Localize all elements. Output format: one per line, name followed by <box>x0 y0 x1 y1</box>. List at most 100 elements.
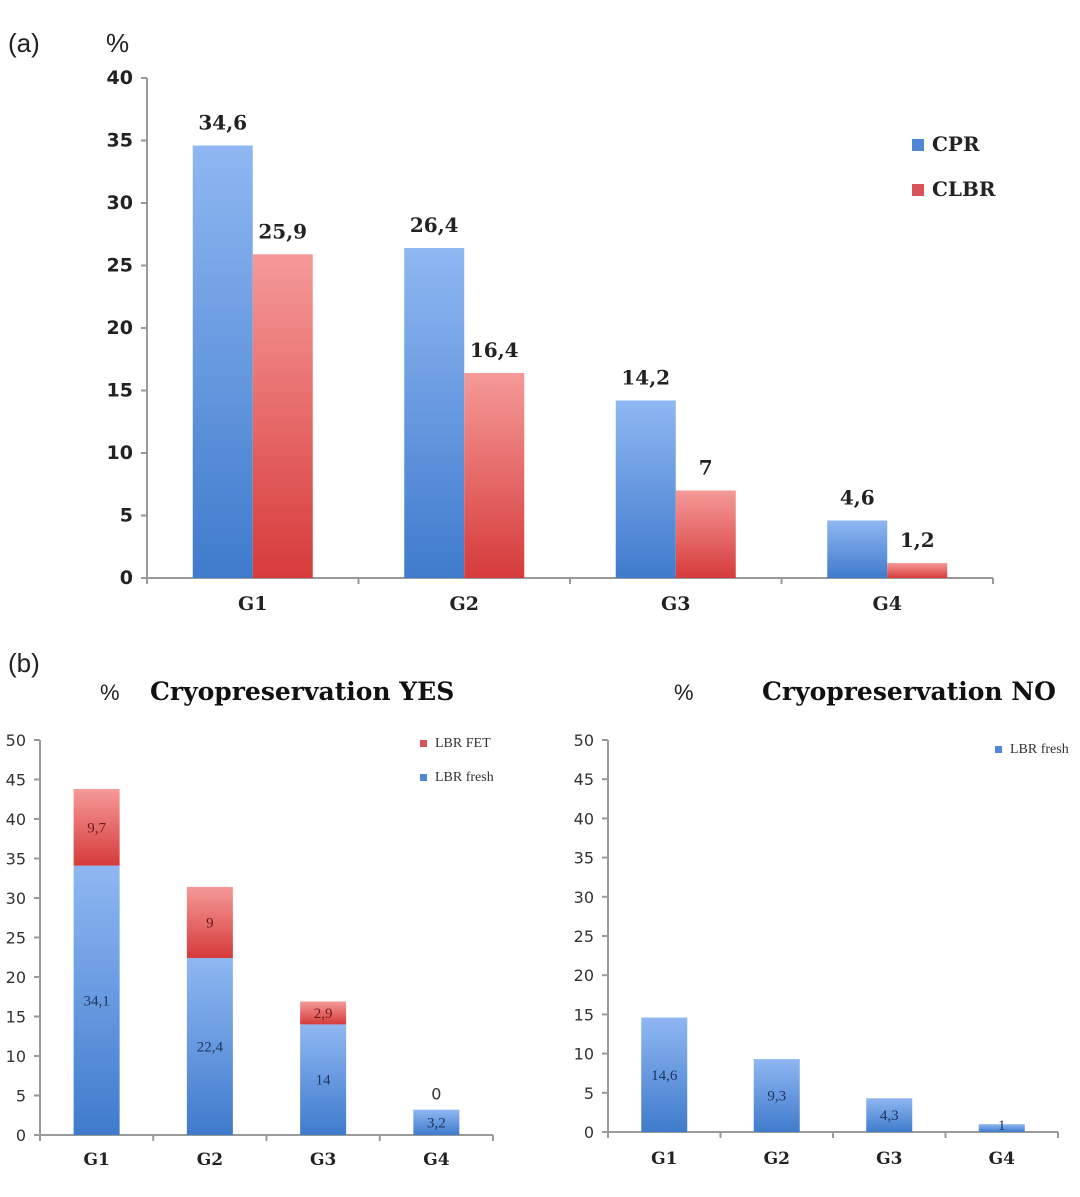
bar-cpr <box>827 520 888 578</box>
legend-label-lbr-fresh: LBR fresh <box>1010 742 1069 757</box>
data-label: 7 <box>699 456 713 480</box>
x-tick-label: G4 <box>423 1150 450 1170</box>
panel-a-label: (a) <box>8 28 40 58</box>
y-tick-label: 45 <box>574 770 594 789</box>
x-tick-label: G4 <box>989 1149 1016 1169</box>
y-tick-label: 25 <box>574 927 594 946</box>
chart-a: 0 5 10 15 20 25 30 35 40 G1 G2 G3 G4 34,6 25,9 26,4 16,4… <box>107 67 996 615</box>
y-tick-label: 40 <box>574 809 594 828</box>
data-label: 9 <box>206 915 214 931</box>
bar-lbr-fresh <box>73 865 120 1135</box>
data-label: 22,4 <box>197 1040 224 1056</box>
bar-lbr-fet <box>300 1001 347 1025</box>
chart-b2: 0 5 10 15 20 25 30 35 40 45 50 G1 G2 G3 G4 14,6 9,3 4,3 1 L… <box>574 731 1069 1169</box>
x-tick-label: G3 <box>876 1149 902 1169</box>
data-label: 4,3 <box>880 1108 899 1124</box>
y-tick-label: 30 <box>574 888 594 907</box>
data-label: 4,6 <box>840 486 875 510</box>
y-tick-label: 30 <box>6 889 26 908</box>
y-tick-label: 45 <box>6 771 26 790</box>
y-tick-label: 5 <box>16 1087 26 1106</box>
x-tick-label: G2 <box>450 593 479 615</box>
bar-clbr <box>252 254 313 578</box>
x-tick-label: G3 <box>310 1150 336 1170</box>
legend-label-lbr-fresh: LBR fresh <box>435 770 494 785</box>
y-tick-label: 15 <box>574 1005 594 1024</box>
x-tick-label: G4 <box>873 593 902 615</box>
panel-b-label: (b) <box>8 648 40 678</box>
chart-a-ylabel: % <box>106 28 129 58</box>
bar-lbr-fet <box>73 788 120 866</box>
bar-lbr-fet <box>186 886 233 959</box>
chart-b1-title: Cryopreservation YES <box>150 677 454 706</box>
legend-swatch-lbr-fresh <box>995 746 1002 753</box>
bar-lbr-fresh <box>866 1098 913 1132</box>
x-tick-label: G1 <box>651 1149 677 1169</box>
y-tick-label: 15 <box>107 380 133 402</box>
bar-cpr <box>192 145 253 578</box>
chart-b2-ylabel: % <box>674 680 694 705</box>
y-tick-label: 0 <box>120 567 133 589</box>
y-tick-label: 10 <box>6 1047 26 1066</box>
y-tick-label: 50 <box>574 731 594 750</box>
chart-b1: 0 5 10 15 20 25 30 35 40 45 50 G1 G2 G3 G4 34,1 9,7 22,4 9… <box>6 731 494 1170</box>
bar-lbr-fresh <box>300 1024 347 1135</box>
legend-label-cpr: CPR <box>932 132 980 156</box>
x-tick-label: G1 <box>238 593 267 615</box>
legend-swatch-cpr <box>912 139 924 151</box>
bar-clbr <box>464 373 525 578</box>
x-tick-label: G2 <box>197 1150 223 1170</box>
y-tick-label: 40 <box>6 810 26 829</box>
y-tick-label: 25 <box>107 255 133 277</box>
y-tick-label: 0 <box>584 1123 594 1142</box>
y-tick-label: 20 <box>6 968 26 987</box>
y-tick-label: 25 <box>6 929 26 948</box>
data-label: 0 <box>431 1085 441 1104</box>
y-tick-label: 20 <box>107 317 133 339</box>
y-tick-label: 10 <box>574 1045 594 1064</box>
y-tick-label: 5 <box>120 505 133 527</box>
data-label: 14,2 <box>621 366 670 390</box>
chart-b1-ylabel: % <box>100 680 120 705</box>
data-label: 1,2 <box>900 528 935 552</box>
y-tick-label: 35 <box>107 130 133 152</box>
bar-lbr-fresh <box>186 958 233 1135</box>
legend-label-lbr-fet: LBR FET <box>435 736 491 751</box>
bar-clbr <box>675 490 736 578</box>
x-tick-label: G1 <box>83 1150 109 1170</box>
data-label: 2,9 <box>314 1006 333 1022</box>
y-tick-label: 30 <box>107 192 133 214</box>
y-tick-label: 10 <box>107 442 133 464</box>
y-tick-label: 40 <box>107 67 133 89</box>
bar-lbr-fresh <box>978 1124 1025 1132</box>
data-label: 9,7 <box>87 820 106 836</box>
data-label: 1 <box>998 1118 1006 1134</box>
legend-swatch-clbr <box>912 184 924 196</box>
y-tick-label: 15 <box>6 1008 26 1027</box>
data-label: 3,2 <box>427 1115 446 1131</box>
y-tick-label: 5 <box>584 1084 594 1103</box>
y-tick-label: 20 <box>574 966 594 985</box>
data-label: 26,4 <box>410 213 459 237</box>
bar-cpr <box>404 248 465 578</box>
data-label: 16,4 <box>470 338 519 362</box>
data-label: 25,9 <box>258 219 307 243</box>
legend-label-clbr: CLBR <box>932 177 996 201</box>
data-label: 14 <box>316 1073 332 1089</box>
x-tick-label: G3 <box>661 593 690 615</box>
y-tick-label: 35 <box>6 850 26 869</box>
bar-lbr-fresh <box>753 1059 800 1132</box>
data-label: 34,1 <box>84 993 110 1009</box>
x-tick-label: G2 <box>764 1149 790 1169</box>
data-label: 9,3 <box>767 1089 786 1105</box>
data-label: 14,6 <box>651 1068 678 1084</box>
data-label: 34,6 <box>198 111 247 135</box>
y-tick-label: 35 <box>574 849 594 868</box>
bar-cpr <box>615 400 676 578</box>
y-tick-label: 50 <box>6 731 26 750</box>
bar-clbr <box>887 563 948 578</box>
legend-swatch-lbr-fet <box>420 740 427 747</box>
bar-lbr-fresh <box>413 1109 460 1135</box>
bar-lbr-fresh <box>641 1017 688 1132</box>
